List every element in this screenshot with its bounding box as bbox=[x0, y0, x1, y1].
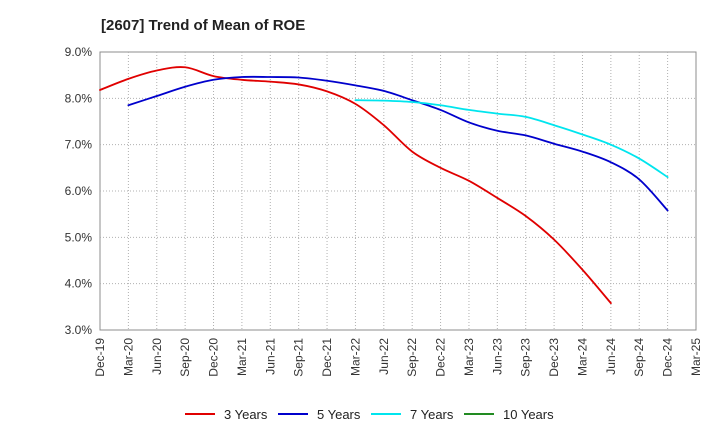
x-tick-label: Dec-21 bbox=[320, 338, 334, 377]
grid-lines bbox=[100, 52, 696, 330]
legend-label: 5 Years bbox=[317, 407, 361, 422]
y-tick-label: 6.0% bbox=[65, 184, 93, 198]
legend-label: 10 Years bbox=[503, 407, 554, 422]
x-tick-label: Dec-22 bbox=[434, 338, 448, 377]
x-tick-label: Sep-24 bbox=[632, 338, 646, 377]
x-tick-label: Sep-21 bbox=[292, 338, 306, 377]
x-tick-label: Jun-20 bbox=[150, 338, 164, 375]
x-tick-label: Jun-22 bbox=[377, 338, 391, 375]
y-tick-label: 7.0% bbox=[65, 138, 93, 152]
y-tick-label: 8.0% bbox=[65, 91, 93, 105]
y-axis: 3.0% 4.0% 5.0% 6.0% 7.0% 8.0% 9.0% bbox=[65, 45, 93, 337]
x-tick-label: Dec-20 bbox=[207, 338, 221, 377]
x-axis: Dec-19 Mar-20 Jun-20 Sep-20 Dec-20 Mar-21 Jun-… bbox=[93, 338, 703, 377]
x-tick-label: Mar-22 bbox=[348, 338, 362, 376]
series-lines bbox=[99, 66, 669, 305]
legend-label: 3 Years bbox=[224, 407, 268, 422]
x-tick-label: Dec-19 bbox=[93, 338, 107, 377]
x-tick-label: Mar-24 bbox=[575, 338, 589, 376]
x-tick-label: Mar-23 bbox=[462, 338, 476, 376]
series-line-3-years bbox=[99, 66, 612, 305]
x-tick-label: Sep-22 bbox=[405, 338, 419, 377]
y-tick-label: 5.0% bbox=[65, 230, 93, 244]
series-line-5-years bbox=[127, 75, 669, 212]
y-tick-label: 4.0% bbox=[65, 277, 93, 291]
legend: 3 Years 5 Years 7 Years 10 Years bbox=[185, 407, 554, 422]
x-tick-label: Dec-23 bbox=[547, 338, 561, 377]
chart-title: [2607] Trend of Mean of ROE bbox=[101, 17, 305, 34]
x-tick-label: Jun-21 bbox=[263, 338, 277, 375]
x-tick-label: Jun-23 bbox=[490, 338, 504, 375]
x-tick-label: Sep-23 bbox=[519, 338, 533, 377]
x-tick-label: Mar-20 bbox=[121, 338, 135, 376]
legend-label: 7 Years bbox=[410, 407, 454, 422]
series-line-7-years bbox=[354, 99, 669, 178]
y-tick-label: 9.0% bbox=[65, 45, 93, 59]
x-tick-label: Sep-20 bbox=[178, 338, 192, 377]
x-tick-label: Mar-25 bbox=[689, 338, 703, 376]
x-tick-label: Dec-24 bbox=[661, 338, 675, 377]
y-tick-label: 3.0% bbox=[65, 323, 93, 337]
x-tick-label: Jun-24 bbox=[604, 338, 618, 375]
x-tick-label: Mar-21 bbox=[235, 338, 249, 376]
